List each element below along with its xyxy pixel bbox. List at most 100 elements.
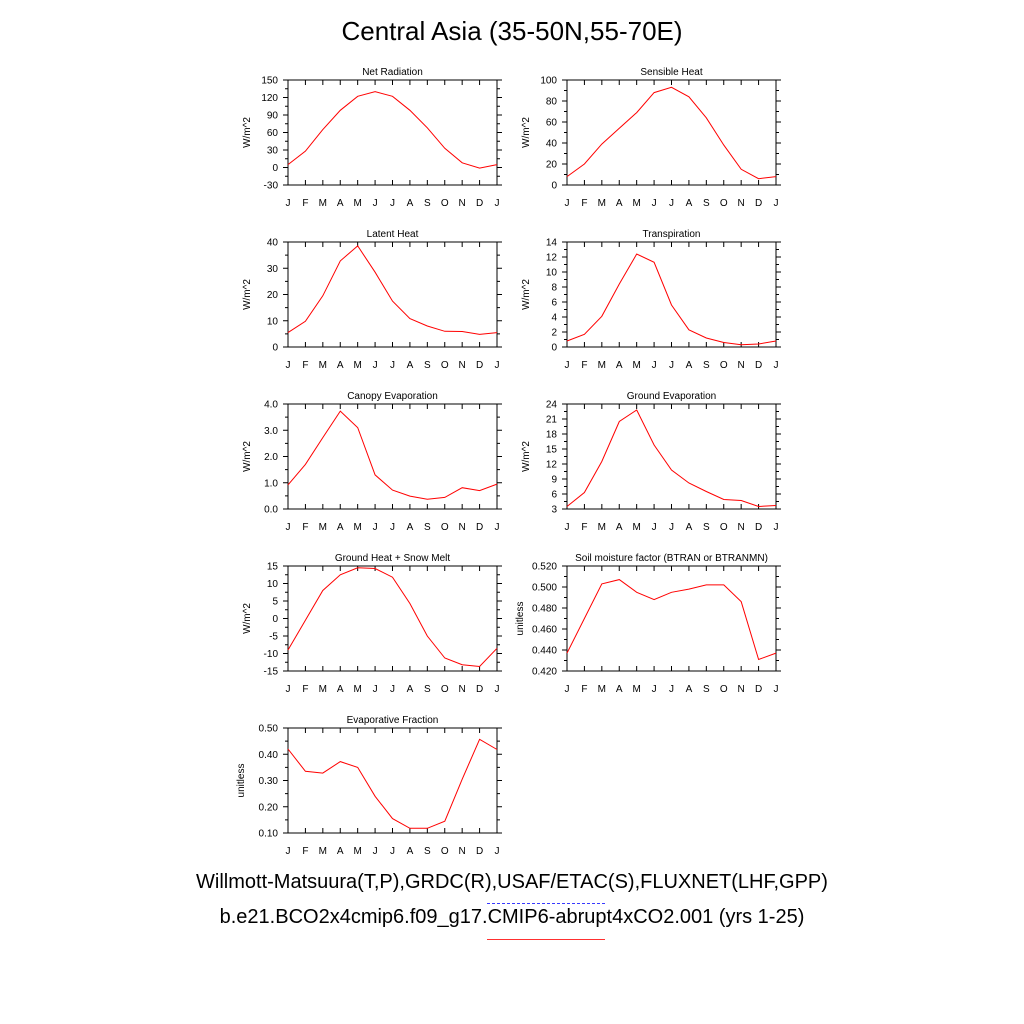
y-tick-label: 9	[551, 475, 557, 486]
x-tick-label: N	[459, 522, 466, 533]
x-tick-label: S	[424, 360, 431, 371]
x-tick-label: J	[565, 198, 570, 209]
plot-frame	[287, 79, 498, 186]
x-tick-label: D	[755, 522, 762, 533]
y-tick-label: 0.0	[264, 505, 278, 516]
y-tick-label: 10	[267, 316, 279, 327]
x-tick-label: M	[353, 846, 361, 857]
y-axis-label: W/m^2	[521, 279, 532, 310]
x-tick-label: J	[495, 198, 500, 209]
x-tick-label: J	[669, 684, 674, 695]
x-tick-label: J	[774, 684, 779, 695]
x-tick-label: O	[441, 522, 449, 533]
x-tick-label: J	[373, 198, 378, 209]
main-title: Central Asia (35-50N,55-70E)	[341, 16, 683, 46]
x-tick-label: O	[720, 360, 728, 371]
y-tick-label: 90	[267, 111, 279, 122]
y-tick-label: 0.520	[532, 562, 557, 573]
plot-frame	[566, 241, 777, 348]
x-tick-label: A	[616, 360, 623, 371]
x-tick-label: J	[495, 846, 500, 857]
y-tick-label: 4	[551, 313, 557, 324]
y-tick-label: 30	[267, 146, 279, 157]
x-tick-label: S	[703, 522, 710, 533]
x-tick-label: D	[476, 522, 483, 533]
y-tick-label: 10	[267, 579, 279, 590]
y-tick-label: 60	[546, 118, 558, 129]
x-tick-label: A	[407, 522, 414, 533]
x-tick-label: J	[652, 198, 657, 209]
x-tick-label: J	[390, 684, 395, 695]
y-tick-label: -5	[269, 632, 278, 643]
x-tick-label: N	[738, 684, 745, 695]
panel-title: Soil moisture factor (BTRAN or BTRANMN)	[575, 553, 768, 564]
x-tick-label: J	[373, 846, 378, 857]
series-line-1	[566, 409, 777, 508]
x-tick-label: N	[738, 198, 745, 209]
y-tick-label: 6	[551, 490, 557, 501]
x-tick-label: S	[424, 198, 431, 209]
y-tick-label: 2.0	[264, 452, 278, 463]
y-tick-label: 12	[546, 253, 558, 264]
x-tick-label: N	[459, 846, 466, 857]
series-line-1	[287, 245, 498, 335]
x-tick-label: A	[407, 846, 414, 857]
x-tick-label: A	[407, 360, 414, 371]
y-tick-label: 0.500	[532, 583, 557, 594]
y-tick-label: 0.20	[259, 802, 279, 813]
x-tick-label: J	[390, 198, 395, 209]
x-tick-label: M	[598, 360, 606, 371]
panel-title: Ground Evaporation	[627, 391, 717, 402]
y-tick-label: 0.420	[532, 667, 557, 678]
x-tick-label: S	[424, 522, 431, 533]
y-tick-label: 5	[272, 597, 278, 608]
x-tick-label: F	[302, 846, 308, 857]
x-tick-label: M	[353, 360, 361, 371]
x-tick-label: F	[302, 522, 308, 533]
x-tick-label: J	[390, 846, 395, 857]
y-axis-label: W/m^2	[242, 279, 253, 310]
series-line-1	[566, 253, 777, 346]
x-tick-label: J	[390, 360, 395, 371]
panel-title: Canopy Evaporation	[347, 391, 438, 402]
x-tick-label: A	[686, 360, 693, 371]
y-tick-label: 20	[267, 290, 279, 301]
x-tick-label: J	[774, 360, 779, 371]
x-tick-label: A	[686, 684, 693, 695]
y-tick-label: 20	[546, 160, 558, 171]
x-tick-label: J	[286, 522, 291, 533]
y-tick-label: -30	[264, 181, 279, 192]
x-tick-label: F	[302, 360, 308, 371]
series-line-1	[287, 738, 498, 829]
x-tick-label: J	[565, 522, 570, 533]
x-tick-label: M	[353, 684, 361, 695]
y-axis-label: W/m^2	[521, 441, 532, 472]
x-tick-label: O	[720, 522, 728, 533]
y-tick-label: 120	[261, 93, 278, 104]
panel-title: Transpiration	[643, 229, 701, 240]
x-tick-label: J	[495, 684, 500, 695]
y-tick-label: 4.0	[264, 400, 278, 411]
y-tick-label: 18	[546, 430, 558, 441]
x-tick-label: M	[319, 198, 327, 209]
x-tick-label: J	[774, 522, 779, 533]
x-tick-label: A	[337, 684, 344, 695]
legend-model-label: b.e21.BCO2x4cmip6.f09_g17.CMIP6-abrupt4x…	[219, 906, 805, 928]
x-tick-label: D	[755, 684, 762, 695]
x-tick-label: O	[441, 360, 449, 371]
x-tick-label: J	[373, 360, 378, 371]
x-tick-label: D	[476, 198, 483, 209]
legend-observations-line	[487, 903, 605, 904]
y-tick-label: 3.0	[264, 426, 278, 437]
panel-title: Net Radiation	[362, 67, 423, 78]
y-tick-label: 6	[551, 298, 557, 309]
y-axis-label: W/m^2	[521, 117, 532, 148]
x-tick-label: M	[598, 198, 606, 209]
x-tick-label: A	[337, 198, 344, 209]
x-tick-label: J	[286, 198, 291, 209]
y-tick-label: 24	[546, 400, 558, 411]
y-tick-label: 15	[267, 562, 279, 573]
